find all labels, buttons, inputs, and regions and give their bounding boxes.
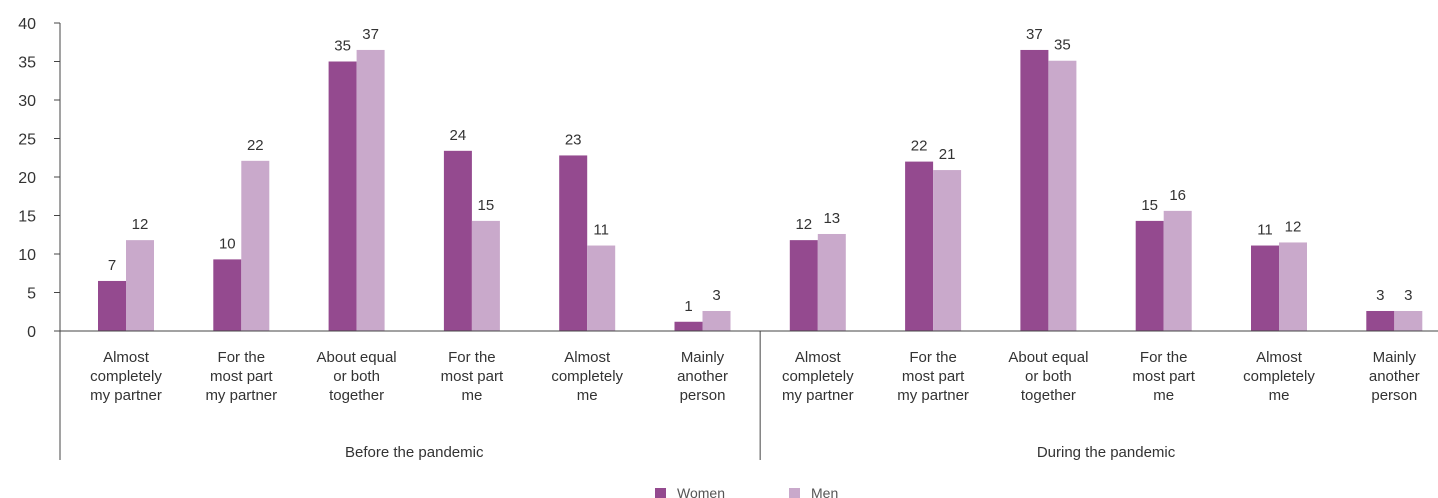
legend: Women Men — [655, 485, 838, 498]
y-tick-label: 35 — [18, 55, 36, 72]
bar-women — [213, 259, 242, 331]
value-label: 12 — [132, 216, 149, 233]
value-label: 22 — [911, 138, 928, 155]
y-tick-label: 30 — [18, 93, 36, 110]
bar-women — [559, 155, 588, 331]
y-tick-label: 20 — [18, 170, 36, 187]
bar-men — [1279, 242, 1307, 331]
bar-men — [1048, 60, 1077, 331]
category-label: Mainly another person — [677, 349, 728, 404]
value-label: 10 — [219, 235, 236, 252]
y-tick-label: 0 — [27, 324, 36, 341]
group-label: Before the pandemic — [345, 444, 484, 461]
category-label: About equal or both together — [317, 349, 397, 404]
value-label: 37 — [362, 26, 379, 43]
value-label: 3 — [1376, 287, 1384, 304]
bar-women — [98, 280, 126, 331]
value-label: 12 — [1285, 218, 1302, 235]
value-label: 37 — [1026, 26, 1043, 43]
category-label: For the most part my partner — [897, 349, 969, 404]
group-label: During the pandemic — [1037, 444, 1176, 461]
bar-men — [356, 49, 385, 331]
y-tick-label: 40 — [18, 16, 36, 33]
value-label: 12 — [795, 216, 812, 233]
bar-men — [471, 220, 500, 331]
value-label: 15 — [478, 197, 495, 214]
bar-men — [817, 233, 846, 331]
legend-swatch-men — [789, 488, 800, 498]
category-label: Mainly another person — [1369, 349, 1420, 404]
legend-label-women: Women — [677, 485, 725, 498]
y-tick-label: 15 — [18, 209, 36, 226]
y-tick-label: 25 — [18, 132, 36, 149]
bar-women — [1020, 49, 1049, 331]
category-label: For the most part me — [441, 349, 504, 404]
x-axis: Almost completely my partner For the most pa… — [59, 330, 1438, 461]
category-label: Almost completely me — [1243, 349, 1315, 404]
bar-men — [702, 310, 731, 331]
bar-men — [1394, 310, 1423, 331]
category-label: Almost completely me — [551, 349, 623, 404]
value-label: 7 — [108, 257, 116, 274]
value-label: 13 — [823, 210, 840, 227]
category-label: About equal or both together — [1008, 349, 1088, 404]
legend-label-men: Men — [811, 485, 838, 498]
y-tick-label: 5 — [27, 286, 36, 303]
bar-women — [328, 61, 357, 331]
bar-women — [443, 150, 472, 331]
category-label: Almost completely my partner — [90, 349, 162, 404]
bar-men — [587, 245, 616, 331]
category-label: For the most part my partner — [205, 349, 277, 404]
bar-men — [1163, 210, 1192, 331]
bar-women — [789, 240, 818, 331]
bar-men — [241, 160, 270, 331]
value-label: 15 — [1141, 197, 1158, 214]
bar-women — [1135, 220, 1164, 331]
value-label: 35 — [334, 38, 351, 55]
value-label: 11 — [593, 222, 609, 239]
value-label: 11 — [1257, 222, 1273, 239]
y-axis: 0 5 10 15 20 25 30 35 40 — [18, 16, 61, 341]
bar-women — [905, 161, 934, 331]
value-label: 21 — [939, 146, 956, 163]
bar-women — [1251, 245, 1279, 331]
bar-women — [674, 321, 703, 331]
bar-men — [933, 170, 962, 331]
category-label: Almost completely my partner — [782, 349, 854, 404]
value-label: 1 — [684, 298, 692, 315]
y-tick-label: 10 — [18, 247, 36, 264]
value-label: 3 — [712, 287, 720, 304]
category-label: For the most part me — [1132, 349, 1195, 404]
value-label: 24 — [450, 127, 467, 144]
value-label: 16 — [1169, 187, 1186, 204]
value-label: 22 — [247, 137, 264, 154]
value-label: 35 — [1054, 37, 1071, 54]
legend-swatch-women — [655, 488, 666, 498]
value-label: 23 — [565, 131, 582, 148]
bar-men — [126, 240, 154, 331]
value-label: 3 — [1404, 287, 1412, 304]
bar-women — [1366, 310, 1395, 331]
